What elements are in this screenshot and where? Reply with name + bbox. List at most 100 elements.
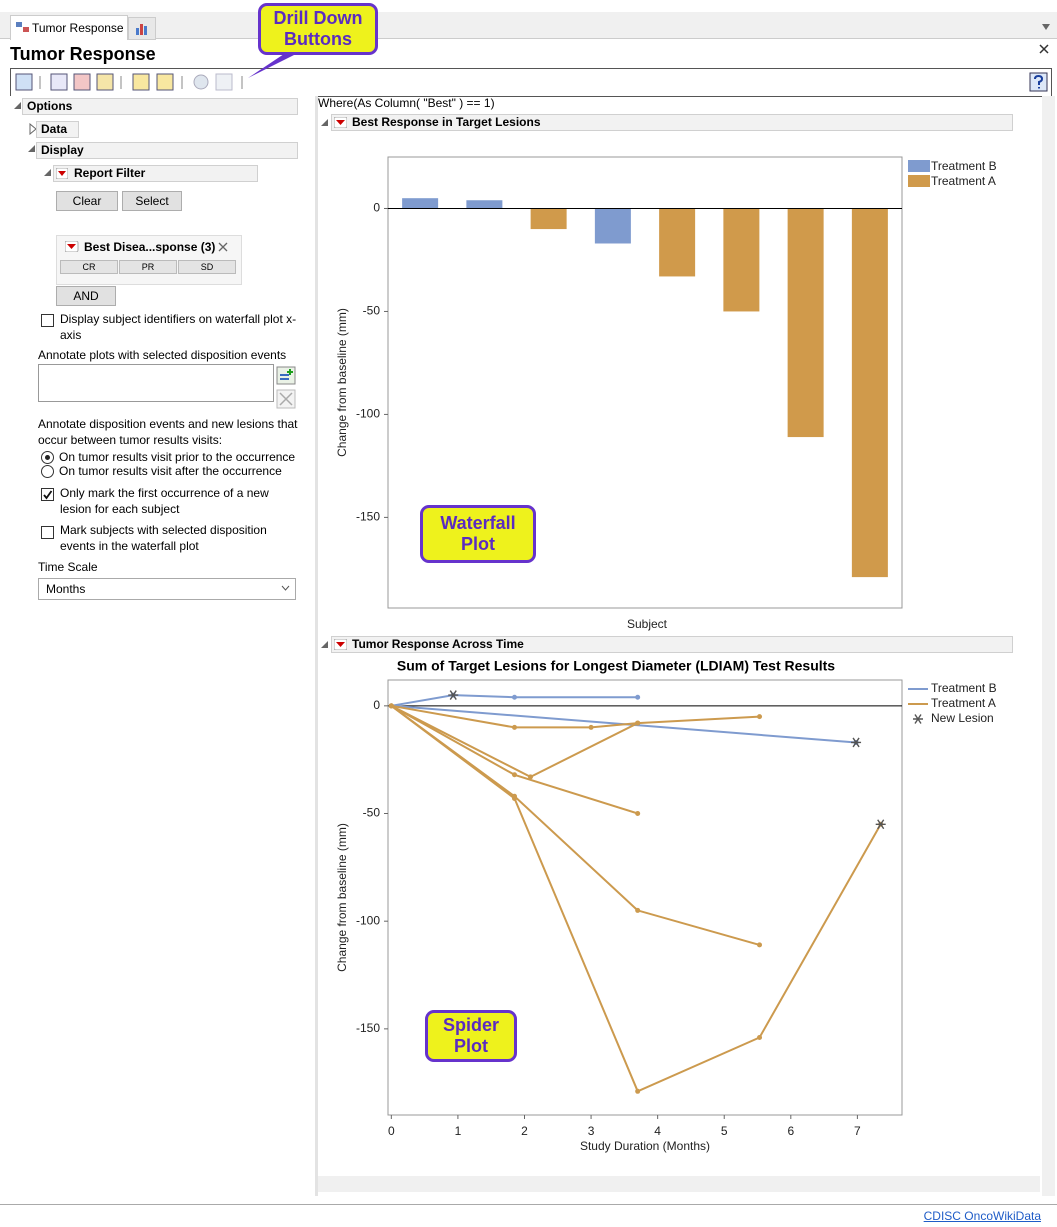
x-tick-label: 6 [787,1124,794,1138]
disclosure[interactable] [13,101,23,111]
section-header[interactable]: Report Filter [53,165,258,182]
tool-button[interactable] [73,73,91,91]
toolbar [10,68,1052,97]
visit-point [635,811,641,817]
radio[interactable] [41,451,54,464]
menu-arrow[interactable] [1040,22,1052,32]
tab-label: Tumor Response [32,21,124,35]
callout: Spider Plot [425,1010,517,1062]
check-mark [43,490,53,500]
tool-button[interactable] [15,73,33,91]
select-arrow [281,585,290,591]
y-tick-label: -50 [363,806,381,820]
tab-chart[interactable] [128,17,156,40]
tool-button[interactable] [215,73,233,91]
help-button[interactable] [1029,72,1048,92]
y-tick-label: -100 [356,913,380,927]
filter-level[interactable]: PR [119,260,177,274]
close-button[interactable] [1038,43,1050,55]
bar [851,208,888,578]
x-tick-label: 0 [388,1124,395,1138]
status-bar [0,1204,1057,1227]
list-buttons[interactable] [276,366,296,410]
filter-level[interactable]: SD [178,260,236,274]
legend-marker [913,714,923,724]
y-tick-label: 0 [373,201,380,215]
select-value: Months [46,582,86,596]
bar [787,208,824,438]
window-title: Tumor Response [10,44,156,64]
legend-label: Treatment A [931,174,996,188]
disclosure[interactable] [27,144,37,154]
section-header[interactable]: Data [36,121,79,138]
y-tick-label: -100 [356,407,380,421]
section-header[interactable]: Display [36,142,298,159]
tool-button[interactable] [156,73,174,91]
red-triangle[interactable] [65,241,79,252]
tool-button[interactable] [96,73,114,91]
clear-button[interactable]: Clear [56,191,118,211]
bar [723,208,760,312]
y-axis-label: Change from baseline (mm) [335,308,349,457]
disclosure[interactable] [43,168,53,178]
checkbox-label: Mark subjects with selected disposition … [60,523,267,553]
select-button[interactable]: Select [122,191,182,211]
filter-level[interactable]: CR [60,260,118,274]
red-triangle[interactable] [334,639,347,650]
time-scale-select[interactable]: Months [38,578,296,600]
disclosure[interactable] [320,118,330,128]
radio[interactable] [41,465,54,478]
where-clause: Where(As Column( "Best" ) == 1) [318,96,495,110]
x-tick-label: 5 [721,1124,728,1138]
tab-icon [16,22,29,32]
disclosure[interactable] [320,640,330,650]
tab-strip [0,12,1057,39]
red-triangle[interactable] [56,168,68,179]
checkbox[interactable] [41,488,54,501]
new-lesion-marker [851,737,862,748]
chart-title: Sum of Target Lesions for Longest Diamet… [397,658,835,674]
filter-name: Best Disea...sponse (3) [84,240,216,254]
footer-link[interactable]: CDISC OncoWikiData [923,1209,1041,1223]
tab[interactable]: Tumor Response [10,15,128,40]
tab-chart-icon [136,24,147,35]
h-scrollbar[interactable] [318,1176,1040,1192]
visit-point [757,942,763,948]
x-tick-label: 1 [455,1124,462,1138]
checkbox[interactable] [41,314,54,327]
visit-point [635,907,641,913]
checkbox-label: Display subject identifiers on waterfall… [60,312,297,342]
bar [466,200,503,209]
x-tick-label: 2 [521,1124,528,1138]
legend-label: Treatment B [931,681,997,695]
remove-filter[interactable] [218,242,228,252]
callout: Drill Down Buttons [258,3,378,55]
visit-point [512,795,518,801]
tool-button[interactable] [193,74,209,90]
event-list[interactable] [38,364,274,402]
field-label: Time Scale [38,560,98,574]
and-button[interactable]: AND [56,286,116,306]
checkbox[interactable] [41,526,54,539]
visit-point [635,694,641,700]
outline-header[interactable]: Best Response in Target Lesions [331,114,1013,131]
outline-header[interactable]: Tumor Response Across Time [331,636,1013,653]
visit-point [588,724,594,730]
callout: Waterfall Plot [420,505,536,563]
section-header[interactable]: Options [22,98,298,115]
tool-button[interactable] [132,73,150,91]
disclosure[interactable] [28,123,38,135]
legend-label: Treatment A [931,696,996,710]
tool-button[interactable] [50,73,68,91]
scrollbar[interactable] [1042,96,1055,1196]
legend-swatch [908,175,930,187]
bar [659,208,696,277]
x-tick-label: 7 [854,1124,861,1138]
red-triangle[interactable] [334,117,347,128]
field-label: Annotate disposition events and new lesi… [38,417,298,447]
visit-point [512,772,518,778]
new-lesion-marker [875,819,886,830]
x-axis-label: Subject [627,617,668,631]
